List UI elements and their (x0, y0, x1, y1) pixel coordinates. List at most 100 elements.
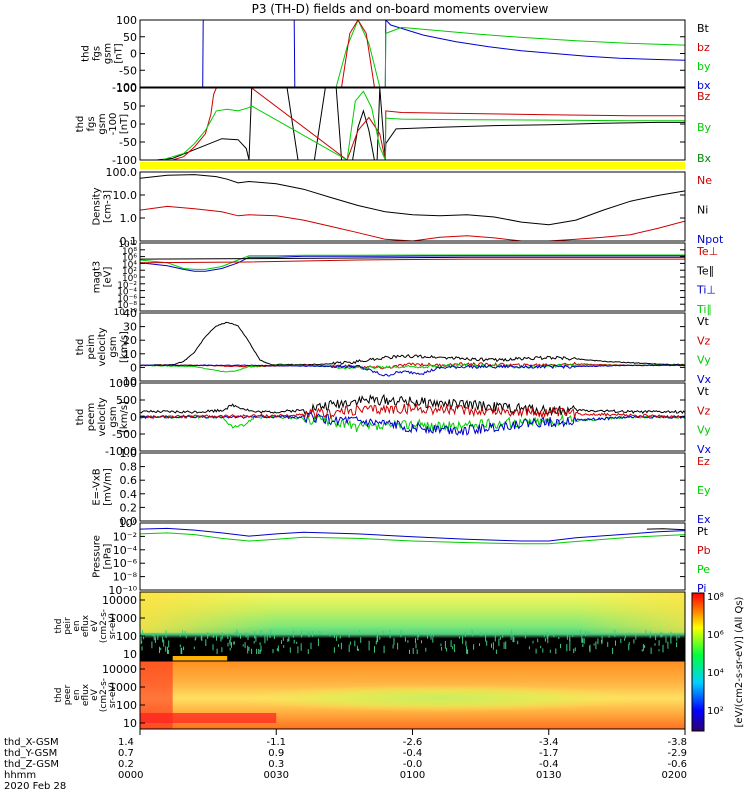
xaxis-date: 2020 Feb 28 (4, 781, 66, 792)
legend-peim_velocity-2: Vy (697, 354, 711, 367)
series-peim_velocity-Vz (140, 361, 685, 370)
xaxis-rowname-0: thd_X-GSM (4, 737, 59, 748)
ylabel-line-peir_spectrogram-1: peir (63, 617, 73, 635)
series-fgs_gse-Bt (140, 88, 685, 160)
ytick-label-peer_spectrogram-1: 1000 (109, 681, 137, 694)
ytick-label-efield-0: 1.0 (120, 447, 138, 460)
xaxis-value-1-4: -2.9 (667, 748, 687, 759)
series-peem_velocity-Vt (140, 393, 685, 417)
legend-efield-0: Ez (697, 455, 710, 468)
ylabel-line-peer_spectrogram-6: sr-eV) (108, 682, 118, 708)
ytick-label-peir_spectrogram-3: 10 (123, 648, 137, 661)
ylabel-line-peer_spectrogram-0: thd (54, 688, 64, 703)
ylabel-pressure: Pressure [nPa] (92, 535, 114, 578)
ylabel-line-peer_spectrogram-3: eflux (81, 683, 91, 706)
legend-temperature-1: Te∥ (696, 264, 714, 277)
legend-temperature-2: Ti⊥ (696, 284, 716, 297)
xaxis-rowname-1: thd_Y-GSM (4, 748, 57, 759)
xaxis-value-3-2: 0100 (400, 770, 425, 781)
ylabel-line-fgs_gse-1: fgs (86, 116, 97, 131)
xaxis-value-1-0: 0.7 (118, 748, 134, 759)
series-peem_velocity-Vy (140, 413, 685, 433)
ylabel-line-peer_spectrogram-5: (cm2-s- (99, 678, 109, 712)
ytick-label-peem_velocity-4: -1000 (105, 445, 137, 458)
ytick-label-peim_velocity-4: 0 (130, 361, 137, 374)
colorbar-gradient (691, 592, 705, 732)
spectro-redband-peer_spectrogram (140, 713, 277, 723)
frame-pressure (139, 522, 686, 591)
ylabel-line-peir_spectrogram-5: (cm2-s- (99, 609, 109, 643)
ylabel-line-peer_spectrogram-4: eV (90, 688, 100, 701)
ylabel-line-temperature-1: [eV] (103, 267, 114, 288)
colorbar-tick-1: 10⁶ (707, 630, 724, 641)
legend-peem_velocity-3: Vx (697, 443, 712, 456)
ytick-label-fgs_gse-3: -50 (119, 136, 137, 149)
legend-fgs_gsm-0: Bt (697, 22, 710, 35)
ytick-label-peem_velocity-0: 1000 (109, 377, 137, 390)
plot-title: P3 (TH-D) fields and on-board moments ov… (252, 2, 549, 16)
xaxis-value-0-3: -3.4 (539, 737, 559, 748)
ytick-label-peem_velocity-3: -500 (112, 428, 137, 441)
series-peim_velocity-Vx (140, 363, 685, 377)
panel-fgs_gsm: 100 50 0 -50 -100 thd fgs gsm [nT] Bt bz by bx (81, 14, 711, 94)
series-temperature-Te⊥ (140, 258, 685, 264)
ytick-label-efield-3: 0.4 (120, 488, 138, 501)
legend-temperature-0: Te⊥ (696, 245, 718, 258)
ylabel-line-pressure-0: Pressure (92, 535, 103, 578)
frame-temperature (139, 242, 686, 312)
frame-fgs_gse (139, 87, 686, 161)
series-fgs_gsm-by (140, 20, 685, 87)
ylabel-line-fgs_gsm-3: [nT] (114, 43, 125, 63)
ytick-label-temperature-5: 10⁰ (122, 274, 137, 284)
ytick-label-peim_velocity-5: -10 (119, 375, 137, 388)
ylabel-line-fgs_gsm-2: gsm (103, 43, 114, 64)
ytick-label-fgs_gse-0: 100 (116, 82, 137, 95)
legend-pressure-1: Pb (697, 544, 711, 557)
ytick-label-density-1: 10.0 (113, 189, 138, 202)
legend-peem_velocity-0: Vt (697, 385, 710, 398)
ytick-label-density-2: 1.0 (120, 212, 138, 225)
ytick-label-temperature-8: 10⁻⁶ (117, 294, 137, 304)
xaxis-value-2-2: -0.0 (403, 759, 423, 770)
ytick-label-peer_spectrogram-2: 100 (116, 699, 137, 712)
ytick-label-pressure-3: 10⁻⁶ (113, 557, 138, 570)
ytick-label-efield-5: 0.0 (120, 515, 138, 528)
ylabel-line-temperature-0: magt3 (92, 261, 103, 294)
legend-pressure-2: Pe (697, 563, 710, 576)
ytick-label-temperature-10: 10⁻¹⁰ (114, 308, 138, 318)
series-density-Ne (140, 205, 685, 241)
spectro-speckle-peir_spectrogram (140, 629, 680, 658)
xaxis-rowname-2: thd_Z-GSM (4, 759, 59, 770)
legend-peem_velocity-1: Vz (697, 404, 711, 417)
legend-fgs_gsm-1: bz (697, 41, 710, 54)
legend-fgs_gse-0: Bz (697, 90, 711, 103)
series-temperature-Ti∥ (140, 254, 685, 270)
legend-density-2: Npot (697, 233, 724, 246)
xaxis-value-0-0: 1.4 (118, 737, 134, 748)
spectro-topstrip-peer_spectrogram (172, 656, 228, 661)
ylabel-line-peem_velocity-4: [km/s] (119, 401, 130, 433)
series-peem_velocity-Vz (140, 402, 685, 420)
panel-peem_velocity: 1000 500 0 -500 -1000 thd peem velocity gsm [km/s… (75, 377, 712, 458)
xaxis-value-0-1: -1.1 (266, 737, 286, 748)
series-fgs_gsm-bx (140, 20, 685, 87)
ylabel-line-peem_velocity-3: gsm (108, 406, 119, 427)
colorbar-tick-0: 10⁸ (707, 592, 724, 603)
xaxis-value-2-4: -0.6 (667, 759, 687, 770)
ytick-label-efield-1: 0.8 (120, 461, 138, 474)
ylabel-line-efield-1: [mV/m] (103, 468, 114, 506)
ytick-label-peer_spectrogram-3: 10 (123, 717, 137, 730)
ylabel-line-peir_spectrogram-3: eflux (81, 614, 91, 637)
xaxis-value-0-2: -2.6 (403, 737, 423, 748)
ytick-label-fgs_gsm-1: 50 (123, 31, 137, 44)
ylabel-line-peem_velocity-0: thd (75, 409, 86, 426)
ytick-label-efield-2: 0.6 (120, 474, 138, 487)
ytick-label-fgs_gsm-0: 100 (116, 14, 137, 27)
ylabel-line-peer_spectrogram-2: en (72, 689, 82, 700)
ytick-label-fgs_gse-4: -100 (112, 154, 137, 167)
ytick-label-temperature-0: 10¹⁰ (118, 240, 137, 250)
ylabel-fgs_gsm: thd fgs gsm [nT] (81, 43, 125, 64)
